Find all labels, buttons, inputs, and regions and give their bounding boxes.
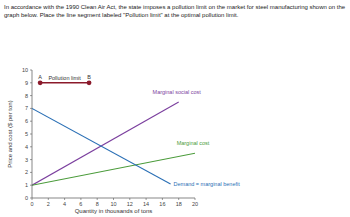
x-tick-label: 4 [63, 201, 66, 207]
y-tick-label: 3 [25, 157, 28, 163]
prompt: In accordance with the 1990 Clean Air Ac… [4, 3, 346, 19]
y-tick [30, 185, 32, 186]
plot-marks [32, 80, 195, 185]
y-tick [30, 82, 32, 83]
y-tick [30, 198, 32, 199]
point-label: A [38, 74, 42, 80]
series-line [32, 108, 171, 184]
x-tick [178, 198, 179, 200]
y-tick [30, 121, 32, 122]
y-axis-title: Price and cost ($ per ton) [7, 100, 13, 167]
point [87, 80, 92, 85]
y-tick-label: 7 [25, 105, 28, 111]
x-tick-label: 20 [192, 201, 198, 207]
y-tick-label: 4 [25, 144, 28, 150]
series-label: Demand = marginal benefit [174, 181, 241, 187]
x-tick [97, 198, 98, 200]
y-tick [30, 95, 32, 96]
x-tick-label: 0 [30, 201, 33, 207]
point-label: B [87, 74, 91, 80]
series-line [32, 153, 195, 185]
x-tick-label: 12 [127, 201, 133, 207]
x-tick-label: 6 [79, 201, 82, 207]
x-tick [195, 198, 196, 200]
x-tick [64, 198, 65, 200]
y-tick [30, 70, 32, 71]
x-tick-label: 10 [110, 201, 116, 207]
series-line [32, 102, 179, 185]
y-tick-label: 6 [25, 118, 28, 124]
y-tick [30, 108, 32, 109]
x-tick-label: 16 [159, 201, 165, 207]
x-tick-label: 14 [143, 201, 149, 207]
y-tick-label: 2 [25, 169, 28, 175]
y-tick-label: 5 [25, 131, 28, 137]
y-tick [30, 134, 32, 135]
labels: Marginal social cost Marginal cost Demand … [38, 74, 240, 187]
series-label: Marginal cost [177, 140, 210, 146]
x-tick [48, 198, 49, 200]
y-tick-label: 9 [25, 80, 28, 86]
point [38, 80, 43, 85]
x-tick [162, 198, 163, 200]
x-tick-label: 2 [47, 201, 50, 207]
y-tick-label: 0 [25, 195, 28, 201]
x-tick [146, 198, 147, 200]
y-tick [30, 146, 32, 147]
series-line [40, 82, 89, 84]
series-label: Pollution limit [48, 75, 81, 81]
x-axis-title: Quantity in thousands of tons [75, 208, 153, 214]
x-tick [113, 198, 114, 200]
y-tick [30, 172, 32, 173]
y-tick [30, 159, 32, 160]
x-tick [129, 198, 130, 200]
y-tick-label: 10 [22, 67, 28, 73]
x-tick-label: 18 [176, 201, 182, 207]
x-tick-label: 8 [96, 201, 99, 207]
y-tick-label: 8 [25, 93, 28, 99]
y-tick-label: 1 [25, 182, 28, 188]
chart: 02468101214161820012345678910Quantity in… [0, 0, 350, 217]
series-label: Marginal social cost [153, 89, 202, 95]
x-tick [80, 198, 81, 200]
